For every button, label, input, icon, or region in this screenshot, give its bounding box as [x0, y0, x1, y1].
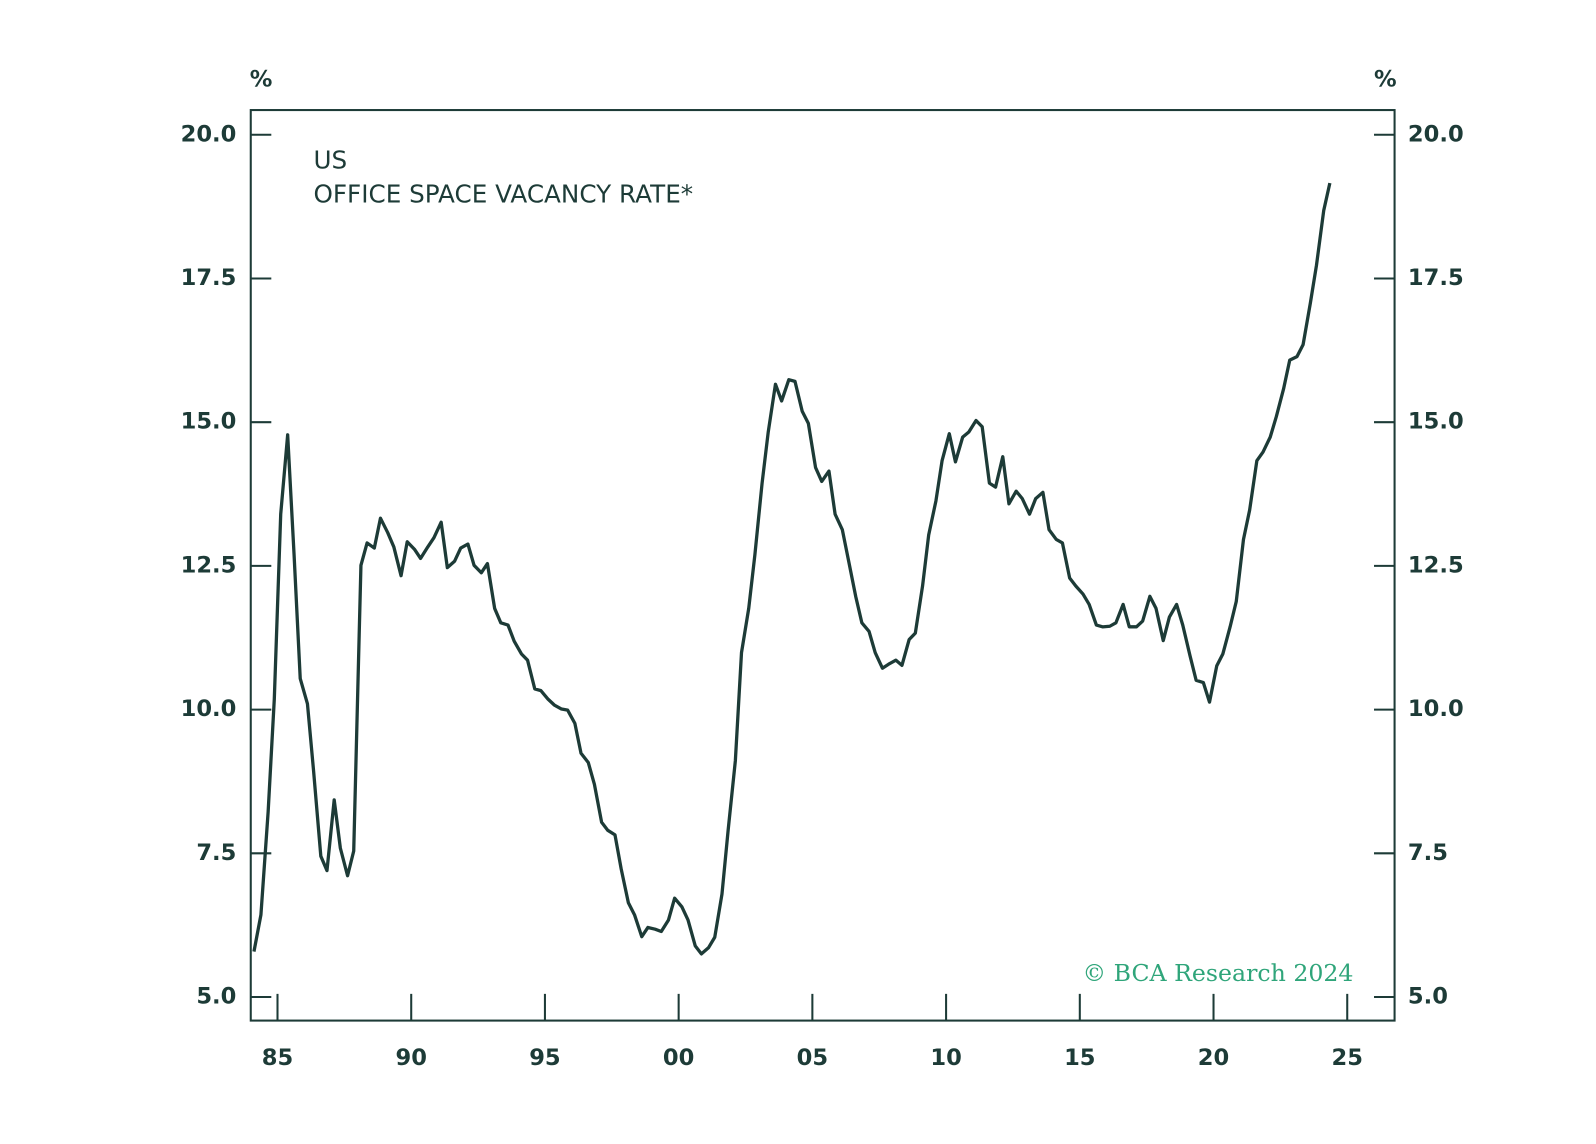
y-tick-label-right: 5.0 — [1408, 984, 1448, 1010]
y-tick-label-left: 15.0 — [181, 409, 237, 435]
y-tick-label-left: 7.5 — [196, 840, 236, 866]
x-tick-label: 10 — [930, 1045, 961, 1071]
y-tick-label-left: 10.0 — [181, 696, 237, 722]
y-tick-label-right: 15.0 — [1408, 409, 1464, 435]
y-unit-left: % — [250, 67, 273, 93]
chart-subtitle: OFFICE SPACE VACANCY RATE* — [313, 179, 693, 208]
y-tick-label-left: 17.5 — [181, 265, 237, 291]
y-tick-label-right: 12.5 — [1408, 552, 1464, 578]
annotation: © BCA Research 2024 — [1083, 959, 1354, 987]
y-tick-label-right: 10.0 — [1408, 696, 1464, 722]
x-tick-label: 85 — [262, 1045, 293, 1071]
y-tick-label-right: 17.5 — [1408, 265, 1464, 291]
x-tick-label: 00 — [663, 1045, 694, 1071]
y-tick-label-left: 5.0 — [196, 984, 236, 1010]
y-unit-right: % — [1374, 67, 1397, 93]
x-tick-label: 90 — [395, 1045, 426, 1071]
x-tick-label: 15 — [1064, 1045, 1095, 1071]
y-tick-label-right: 20.0 — [1408, 121, 1464, 147]
y-tick-label-right: 7.5 — [1408, 840, 1448, 866]
data-line — [252, 182, 1332, 956]
x-tick-label: 05 — [797, 1045, 828, 1071]
chart-title: US — [313, 145, 347, 174]
plot-frame — [249, 109, 1396, 1022]
y-tick-label-left: 20.0 — [181, 121, 237, 147]
x-tick-label: 20 — [1198, 1045, 1229, 1071]
y-tick-label-left: 12.5 — [181, 552, 237, 578]
x-tick-label: 95 — [529, 1045, 560, 1071]
x-tick-label: 25 — [1332, 1045, 1363, 1071]
